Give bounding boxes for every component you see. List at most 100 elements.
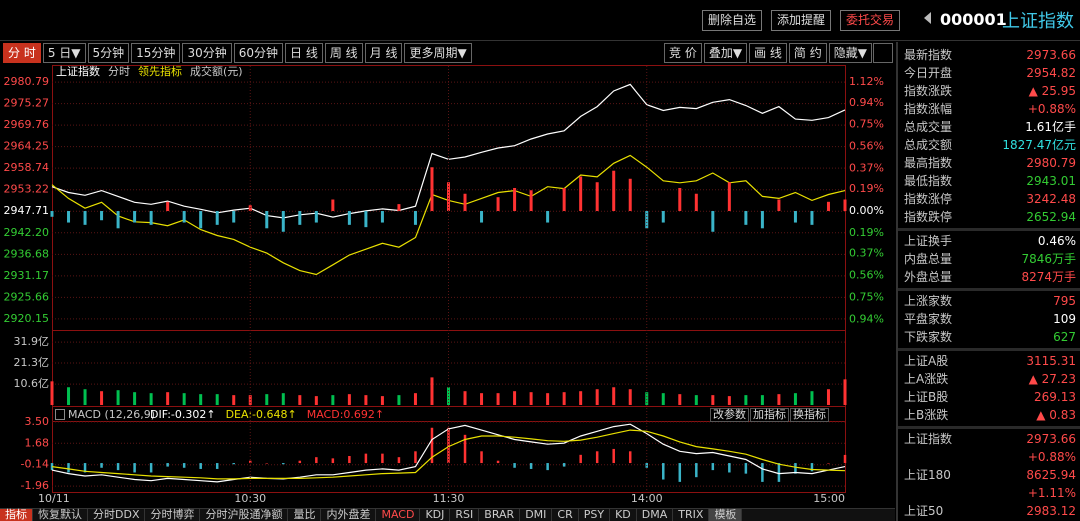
tool-button[interactable]: 简 约 (788, 43, 827, 63)
quote-row: 总成交额 1827.47亿元 (898, 136, 1080, 154)
indicator-tab[interactable]: KD (610, 509, 637, 521)
indicator-tab[interactable]: DMI (520, 509, 553, 521)
indicator-tab[interactable]: 分时沪股通净额 (200, 509, 289, 521)
quote-label: 上证B股 (904, 390, 949, 404)
x-tick-label: 10/11 (38, 492, 70, 505)
back-arrow[interactable] (924, 12, 931, 24)
period-button[interactable]: 15分钟 (131, 43, 181, 63)
y-tick-label: 2980.79 (4, 75, 50, 88)
period-button[interactable]: 月 线 (364, 43, 403, 63)
tool-button[interactable]: 隐藏▼ (828, 43, 872, 63)
breadth-bar (248, 205, 252, 212)
indicator-tab[interactable]: DMA (637, 509, 674, 521)
period-button[interactable]: 30分钟 (182, 43, 232, 63)
volume-bar (579, 391, 583, 405)
macd-legend: DEA:-0.648↑ (226, 408, 297, 421)
breadth-bar (546, 211, 550, 223)
header-button[interactable]: 添加提醒 (771, 10, 832, 31)
quote-row: 上证50 2983.12 (898, 502, 1080, 520)
breadth-bar (364, 211, 368, 228)
y-tick-label: 2975.27 (4, 97, 50, 110)
period-button[interactable]: 日 线 (285, 43, 323, 63)
volume-bar (133, 392, 137, 405)
breadth-bar (529, 190, 533, 212)
period-button[interactable]: 更多周期▼ (404, 43, 472, 63)
volume-bar (149, 393, 153, 405)
macd-line (51, 423, 846, 483)
tool-button[interactable]: 画 线 (749, 43, 787, 63)
breadth-bar (463, 193, 467, 212)
y-tick-label: 2925.66 (4, 290, 50, 303)
divider (0, 40, 1080, 41)
breadth-bar (678, 187, 682, 212)
quote-label: 总成交量 (904, 120, 953, 134)
expand-button[interactable] (873, 43, 893, 63)
period-button[interactable]: 60分钟 (233, 43, 283, 63)
header-button[interactable]: 委托交易 (840, 10, 901, 31)
macd-bar (463, 434, 467, 464)
quote-row: +0.88% (898, 448, 1080, 466)
volume-bar (83, 389, 87, 405)
y-tick-label: 2958.74 (4, 161, 50, 174)
quote-value: +0.88% (1027, 102, 1076, 116)
indicator-tab[interactable]: MACD (376, 509, 421, 521)
volume-bar (826, 389, 830, 405)
quote-label: 最低指数 (904, 174, 953, 188)
breadth-bar (595, 182, 599, 212)
y-tick-label: -0.14 (21, 458, 49, 471)
indicator-tab[interactable]: 内外盘差 (321, 509, 377, 521)
quote-value: 8274万手 (1021, 270, 1076, 284)
tool-button[interactable]: 叠加▼ (703, 43, 748, 63)
indicator-tab[interactable]: PSY (579, 509, 611, 521)
indicator-button[interactable]: 换指标 (790, 408, 829, 422)
quote-value: 3242.48 (1026, 192, 1076, 206)
indicator-tab[interactable]: 指标 (0, 509, 33, 521)
volume-bar (281, 393, 285, 405)
indicator-tab[interactable]: BRAR (479, 509, 521, 521)
breadth-bar (810, 211, 814, 225)
quote-label: 下跌家数 (904, 330, 953, 344)
volume-bar (546, 393, 550, 405)
quote-value: 2973.66 (1026, 432, 1076, 446)
indicator-tab[interactable]: 模板 (709, 509, 743, 521)
macd-bar (761, 463, 764, 482)
breadth-bar (397, 204, 401, 212)
volume-bar (661, 393, 665, 405)
period-button[interactable]: 5 日▼ (42, 43, 86, 63)
indicator-tab[interactable]: 量比 (288, 509, 322, 521)
quote-row: 指数涨幅 +0.88% (898, 100, 1080, 118)
indicator-tab[interactable]: KDJ (420, 509, 451, 521)
volume-bar (645, 392, 649, 405)
volume-bar (777, 394, 781, 405)
indicator-tab[interactable]: TRIX (673, 509, 710, 521)
indicator-button[interactable]: 加指标 (750, 408, 789, 422)
quote-value: 2983.12 (1026, 504, 1076, 518)
tool-bar: 竞 价叠加▼ 画 线简 约隐藏▼ (664, 43, 872, 63)
period-button[interactable]: 5分钟 (87, 43, 130, 63)
breadth-bar (793, 211, 797, 223)
header-button[interactable]: 删除自选 (702, 10, 763, 31)
macd-bar (744, 463, 748, 474)
indicator-tab[interactable]: 恢复默认 (33, 509, 88, 521)
quote-row: 上证指数 2973.66 (898, 430, 1080, 448)
period-button[interactable]: 周 线 (324, 43, 363, 63)
indicator-tab[interactable]: RSI (450, 509, 480, 521)
breadth-bar (777, 199, 781, 212)
quote-value: 2973.66 (1026, 48, 1076, 62)
quote-value: 8625.94 (1026, 468, 1076, 482)
period-button[interactable]: 分 时 (3, 43, 41, 63)
quote-value: +1.11% (1027, 486, 1076, 500)
quote-label: 总成交额 (904, 138, 953, 152)
macd-bar (116, 463, 120, 471)
help-icon[interactable] (55, 409, 65, 420)
volume-bar (678, 394, 682, 405)
indicator-tab[interactable]: 分时DDX (88, 509, 146, 521)
indicator-tab[interactable]: CR (552, 509, 579, 521)
volume-bar (463, 391, 467, 405)
indicator-button[interactable]: 改参数 (710, 408, 749, 422)
macd-bar (265, 463, 269, 464)
indicator-tab[interactable]: 分时博弈 (145, 509, 201, 521)
quote-row: 上证换手 0.46% (898, 232, 1080, 250)
macd-bar (182, 463, 186, 468)
tool-button[interactable]: 竞 价 (664, 43, 702, 63)
